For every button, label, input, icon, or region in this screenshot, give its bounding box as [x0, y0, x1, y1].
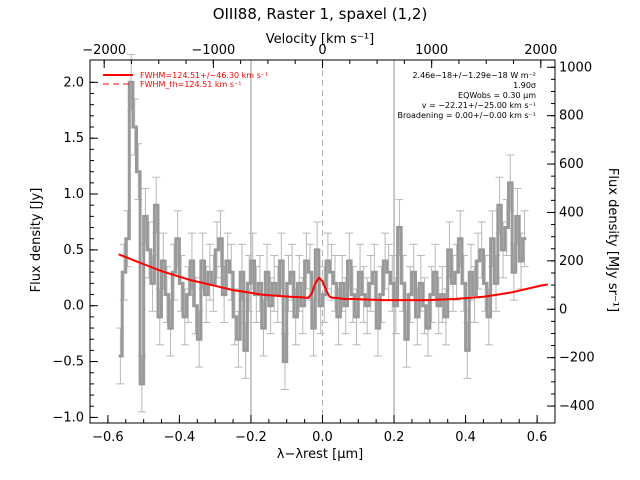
y2-tick-label: 400 [559, 205, 584, 220]
annotation-text: Broadening = 0.00+/−0.00 km s⁻¹ [398, 111, 536, 120]
x2-tick-label: 0 [318, 43, 326, 58]
y-tick-label: 1.0 [63, 187, 84, 202]
x2-tick-label: 1000 [415, 43, 448, 58]
x-axis-label: λ−λrest [μm] [277, 447, 363, 462]
chart-title: OIII88, Raster 1, spaxel (1,2) [213, 5, 428, 23]
axes [89, 59, 556, 424]
y-tick-label: 1.5 [63, 131, 84, 146]
annotation-text: 1.90σ [513, 81, 536, 90]
x-tick-label: 0.4 [455, 430, 476, 445]
y2-tick-label: 1000 [559, 60, 592, 75]
data-series [116, 53, 548, 413]
y-axis-label: Flux density [Jy] [29, 188, 44, 293]
x-tick-label: 0.0 [312, 430, 333, 445]
y2-tick-label: 800 [559, 109, 584, 124]
y-tick-label: −0.5 [52, 355, 84, 370]
x2-tick-label: −2000 [82, 43, 126, 58]
x-tick-label: −0.6 [92, 430, 124, 445]
y2-tick-label: 600 [559, 157, 584, 172]
annotation-text: EQWobs = 0.30 μm [458, 91, 536, 100]
y2-tick-label: 0 [559, 302, 567, 317]
legend-label: FWHM=124.51+/−46.30 km s⁻¹ [140, 71, 268, 80]
x2-tick-label: −1000 [191, 43, 235, 58]
annotations: −0.6 −0.4 −0.2 0.0 0.2 0.4 0.6−2000 −1000 0 1000 2… [52, 43, 594, 445]
y-tick-label: −1.0 [52, 410, 84, 425]
y-tick-label: 2.0 [63, 75, 84, 90]
y-tick-label: 0.0 [63, 299, 84, 314]
x-tick-label: −0.2 [235, 430, 267, 445]
x2-tick-label: 2000 [524, 43, 557, 58]
reference-lines [250, 60, 395, 423]
annotation-text: 2.46e−18+/−1.29e−18 W m⁻² [412, 71, 536, 80]
fit-curve [118, 253, 548, 302]
x2-axis-label: Velocity [km s⁻¹] [266, 32, 374, 47]
y2-tick-label: −400 [559, 399, 595, 414]
x-tick-label: 0.6 [527, 430, 548, 445]
legend-label: FWHM_th=124.51 km s⁻¹ [140, 80, 241, 89]
y2-tick-label: 200 [559, 254, 584, 269]
y-tick-label: 0.5 [63, 243, 84, 258]
x-tick-label: 0.2 [384, 430, 405, 445]
annotation-text: v = −22.21+/−25.00 km s⁻¹ [422, 101, 536, 110]
spectrum-steps [118, 80, 527, 386]
x-tick-label: −0.4 [164, 430, 196, 445]
y2-axis-label: Flux density [MJy sr⁻¹] [605, 168, 620, 312]
y2-tick-label: −200 [559, 351, 595, 366]
